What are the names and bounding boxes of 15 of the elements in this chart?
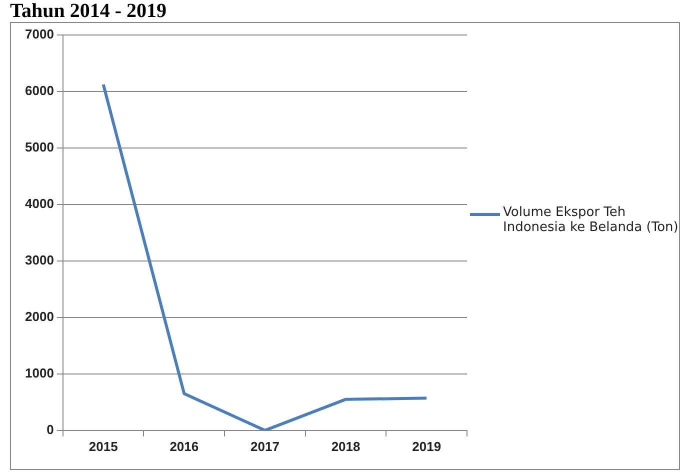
y-tick-label: 7000 <box>25 26 54 42</box>
x-tick-label: 2017 <box>250 438 280 454</box>
x-tick-label: 2016 <box>170 438 199 454</box>
chart-title: Tahun 2014 - 2019 <box>9 0 168 22</box>
y-tick-label: 6000 <box>25 82 54 98</box>
y-tick-label: 4000 <box>25 196 54 211</box>
x-tick-label: 2015 <box>88 438 118 454</box>
y-tick-label: 1000 <box>25 365 54 380</box>
legend-label: Volume Ekspor Teh Indonesia ke Belanda (Ton) <box>503 205 680 235</box>
y-tick-label: 0 <box>46 422 54 437</box>
y-tick-label: 2000 <box>25 308 54 324</box>
x-tick-label: 2019 <box>412 438 442 454</box>
y-tick-label: 5000 <box>25 139 54 154</box>
x-tick-label: 2018 <box>331 438 360 454</box>
y-tick-label: 3000 <box>25 252 54 268</box>
